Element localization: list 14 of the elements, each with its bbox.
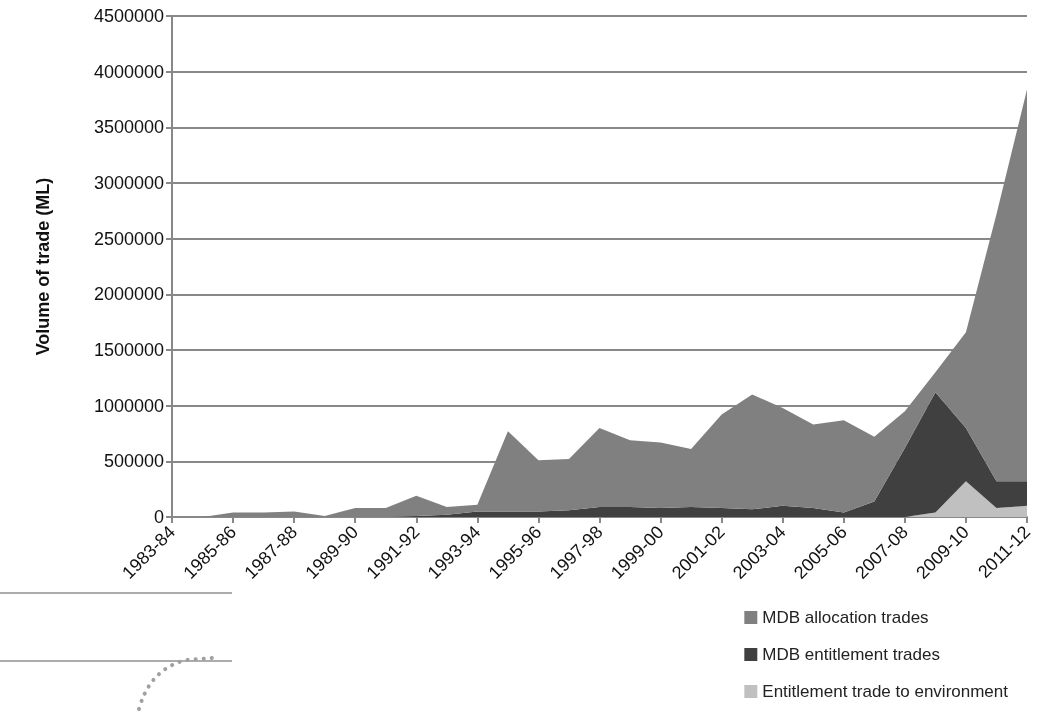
legend-label: MDB allocation trades (762, 608, 929, 627)
legend-label: Entitlement trade to environment (762, 682, 1009, 701)
y-tick-label: 1000000 (93, 395, 164, 416)
y-tick-label: 1500000 (93, 340, 164, 360)
y-axis-title: Volume of trade (ML) (33, 177, 53, 356)
y-tick-label: 500000 (103, 451, 164, 472)
y-tick-label: 4500000 (93, 6, 164, 26)
legend-label: MDB entitlement trades (762, 645, 940, 664)
y-tick-label: 3000000 (93, 173, 164, 193)
y-tick-label: 0 (153, 507, 164, 527)
y-tick-label: 4000000 (93, 61, 164, 82)
y-tick-label: 2000000 (93, 284, 164, 305)
y-tick-label: 3500000 (93, 117, 164, 138)
y-tick-label: 2500000 (93, 228, 164, 249)
